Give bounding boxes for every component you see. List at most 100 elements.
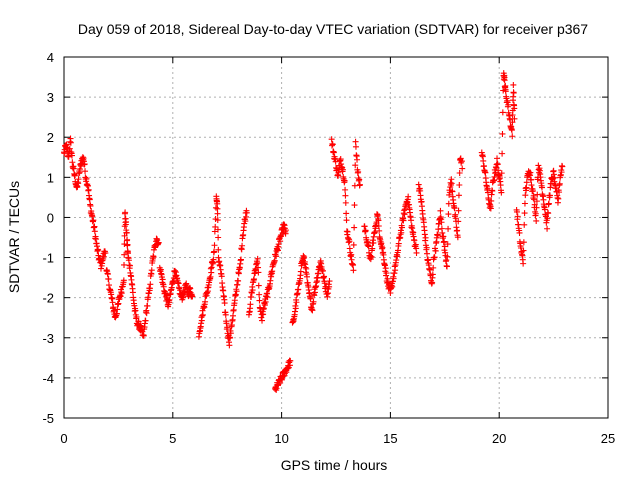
data-point-marker [354, 156, 361, 163]
y-tick-label: -3 [42, 331, 54, 346]
data-point-marker [494, 155, 501, 162]
data-point-marker [501, 77, 508, 84]
data-point-marker [214, 226, 221, 233]
data-point-marker [499, 109, 506, 116]
data-point-marker [520, 247, 527, 254]
y-tick-label: 0 [47, 210, 54, 225]
data-point-marker [391, 270, 398, 277]
data-point-marker [135, 318, 142, 325]
data-point-marker [262, 298, 269, 305]
data-point-marker [142, 317, 149, 324]
data-point-marker [379, 244, 386, 251]
data-point-marker [91, 228, 98, 235]
data-point-marker [129, 289, 136, 296]
data-point-marker [66, 145, 73, 152]
data-point-marker [122, 209, 129, 216]
data-point-marker [555, 195, 562, 202]
data-point-marker [441, 238, 448, 245]
data-point-marker [319, 267, 326, 274]
data-point-marker [148, 267, 155, 274]
data-point-marker [405, 193, 412, 200]
data-point-marker [85, 186, 92, 193]
data-point-marker [488, 197, 495, 204]
data-point-marker [533, 217, 540, 224]
data-point-marker [102, 250, 109, 257]
data-point-marker [455, 218, 462, 225]
data-point-marker [498, 170, 505, 177]
data-point-marker [267, 277, 274, 284]
data-point-marker [352, 162, 359, 169]
data-point-marker [346, 238, 353, 245]
data-point-marker [180, 293, 187, 300]
data-point-marker [520, 239, 527, 246]
data-point-marker [310, 298, 317, 305]
data-point-marker [390, 275, 397, 282]
data-point-marker [449, 188, 456, 195]
data-point-marker [293, 299, 300, 306]
data-point-marker [67, 139, 74, 146]
data-point-marker [529, 187, 536, 194]
data-point-marker [429, 271, 436, 278]
data-point-marker [502, 88, 509, 95]
data-point-marker [121, 261, 128, 268]
data-point-marker [408, 217, 415, 224]
data-point-marker [248, 289, 255, 296]
x-tick-labels: 0 5 10 15 20 25 [60, 431, 615, 446]
data-point-marker [546, 192, 553, 199]
data-point-marker [350, 241, 357, 248]
data-point-marker [351, 224, 358, 231]
data-point-marker [227, 330, 234, 337]
data-point-marker [109, 299, 116, 306]
data-point-marker [255, 282, 262, 289]
y-tick-label: -4 [42, 371, 54, 386]
data-point-marker [522, 192, 529, 199]
data-point-marker [121, 251, 128, 258]
data-point-marker [343, 217, 350, 224]
y-tick-label: 1 [47, 170, 54, 185]
data-point-marker [297, 268, 304, 275]
data-point-marker [133, 313, 140, 320]
data-point-marker [259, 317, 266, 324]
data-point-marker [273, 253, 280, 260]
data-point-marker [459, 165, 466, 172]
data-point-marker [328, 136, 335, 143]
data-point-marker [350, 267, 357, 274]
data-point-marker [370, 239, 377, 246]
data-point-marker [301, 254, 308, 261]
data-point-marker [513, 208, 520, 215]
x-tick-label: 0 [60, 431, 67, 446]
data-point-marker [295, 286, 302, 293]
data-point-marker [498, 189, 505, 196]
data-point-marker [514, 213, 521, 220]
data-point-marker [368, 253, 375, 260]
data-point-marker [458, 158, 465, 165]
data-point-marker [81, 161, 88, 168]
data-point-marker [382, 265, 389, 272]
data-point-marker [68, 152, 75, 159]
data-point-marker [451, 205, 458, 212]
data-point-marker [521, 210, 528, 217]
data-point-marker [381, 262, 388, 269]
data-point-marker [214, 210, 221, 217]
data-point-marker [482, 169, 489, 176]
data-point-marker [247, 301, 254, 308]
data-point-marker [189, 293, 196, 300]
data-point-marker [147, 281, 154, 288]
data-point-marker [307, 295, 314, 302]
data-point-marker [223, 320, 230, 327]
data-point-marker [232, 291, 239, 298]
data-point-marker [454, 234, 461, 241]
data-point-marker [455, 192, 462, 199]
data-point-marker [551, 174, 558, 181]
data-point-marker [545, 210, 552, 217]
data-point-marker [166, 296, 173, 303]
data-point-marker [523, 179, 530, 186]
data-point-marker [114, 306, 121, 313]
data-point-marker [480, 157, 487, 164]
x-axis-label: GPS time / hours [281, 457, 388, 473]
data-point-marker [90, 217, 97, 224]
data-point-marker [260, 311, 267, 318]
data-point-marker [484, 189, 491, 196]
data-point-marker [505, 101, 512, 108]
